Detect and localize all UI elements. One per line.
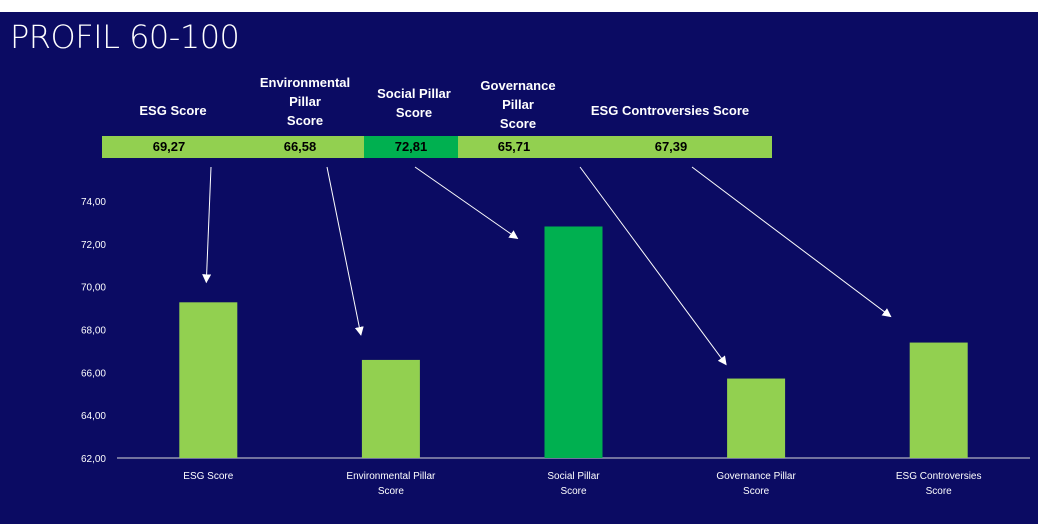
- value-cell-esg-score: 69,27: [152, 139, 186, 154]
- header-line: ESG Score: [139, 103, 207, 118]
- header-line: Environmental: [259, 75, 351, 90]
- x-category-label: Governance Pillar: [716, 471, 796, 482]
- bar: [909, 342, 968, 458]
- x-category-label: Score: [560, 486, 587, 497]
- header-environmental-pillar-score: Environmental Pillar Score: [250, 73, 360, 130]
- header-line: ESG Controversies Score: [590, 103, 750, 118]
- value-cell-social: 72,81: [364, 136, 458, 158]
- y-tick-label: 62,00: [81, 454, 106, 465]
- header-line: Governance: [480, 78, 556, 93]
- chart-background: [0, 12, 1038, 524]
- x-category-label: Social Pillar: [547, 471, 600, 482]
- header-line: Score: [286, 113, 324, 128]
- pointer-arrow: [326, 166, 364, 336]
- x-category-label: Score: [926, 486, 953, 497]
- pointer-arrow: [691, 166, 892, 318]
- pointer-arrow: [414, 166, 519, 240]
- header-line: Pillar: [289, 94, 321, 109]
- x-category-label: Score: [378, 486, 405, 497]
- x-category-label: ESG Controversies: [896, 471, 982, 482]
- y-tick-label: 74,00: [81, 197, 106, 208]
- y-tick-label: 68,00: [81, 326, 106, 337]
- y-tick-label: 66,00: [81, 368, 106, 379]
- bar: [361, 359, 420, 458]
- header-social-pillar-score: Social Pillar Score: [367, 84, 461, 122]
- header-esg-score: ESG Score: [128, 101, 218, 120]
- header-line: Score: [395, 105, 433, 120]
- value-cell-governance: 65,71: [497, 139, 531, 154]
- x-category-label: Environmental Pillar: [346, 471, 436, 482]
- pointer-arrow: [202, 166, 212, 284]
- bar: [544, 226, 603, 458]
- header-line: Pillar: [502, 97, 534, 112]
- page-title: PROFIL 60-100: [10, 18, 240, 56]
- header-line: Score: [499, 116, 537, 131]
- y-tick-label: 64,00: [81, 411, 106, 422]
- header-esg-controversies-score: ESG Controversies Score: [570, 101, 770, 120]
- x-category-label: Score: [743, 486, 770, 497]
- y-tick-label: 72,00: [81, 240, 106, 251]
- value-cell-environmental: 66,58: [283, 139, 317, 154]
- header-governance-pillar-score: Governance Pillar Score: [470, 76, 566, 133]
- bar: [727, 378, 786, 458]
- value-cell-controversies: 67,39: [654, 139, 688, 154]
- bar: [179, 302, 238, 458]
- header-line: Social Pillar: [377, 86, 451, 101]
- y-tick-label: 70,00: [81, 283, 106, 294]
- pointer-arrow: [579, 166, 727, 366]
- x-category-label: ESG Score: [183, 471, 233, 482]
